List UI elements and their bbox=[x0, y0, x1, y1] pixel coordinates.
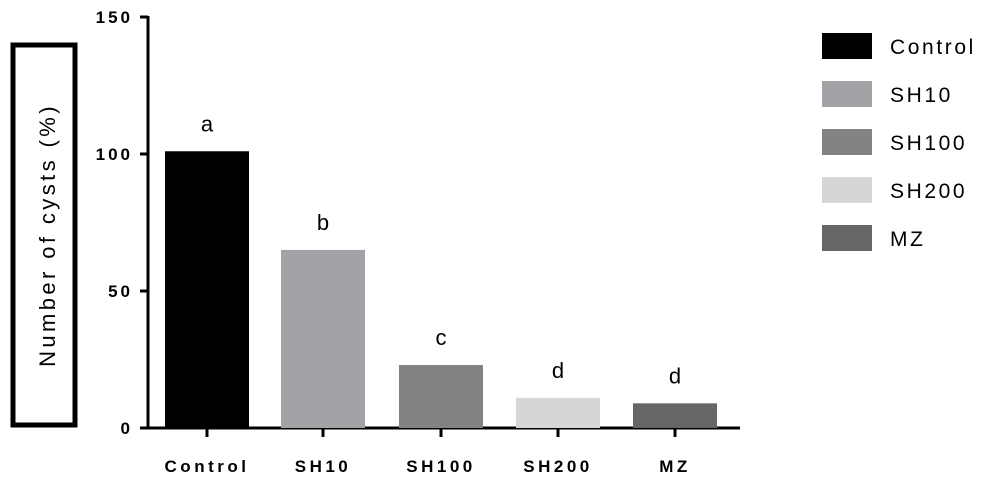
x-tick-label: MZ bbox=[659, 457, 691, 476]
y-tick-label: 100 bbox=[96, 145, 133, 164]
legend-swatch bbox=[822, 81, 872, 107]
significance-labels-group: a b c d d bbox=[201, 111, 681, 388]
significance-letter: c bbox=[436, 325, 447, 350]
y-tick-label: 0 bbox=[121, 419, 133, 438]
y-tick-label: 150 bbox=[96, 8, 133, 27]
legend-label: SH200 bbox=[890, 180, 967, 203]
y-ticks: 0 50 100 150 bbox=[96, 8, 148, 438]
x-ticks-group bbox=[205, 428, 677, 437]
bar-sh100 bbox=[399, 364, 483, 428]
significance-letter: d bbox=[669, 363, 681, 388]
legend-swatch bbox=[822, 177, 872, 203]
bar-sh200 bbox=[516, 397, 600, 428]
bars-group bbox=[165, 151, 717, 428]
legend-swatch bbox=[822, 129, 872, 155]
ylabel-frame bbox=[10, 42, 78, 428]
legend: Control SH10 SH100 SH200 MZ bbox=[822, 33, 976, 251]
significance-letter: a bbox=[201, 111, 214, 136]
x-tick-label: SH200 bbox=[523, 457, 592, 476]
y-tick-label: 50 bbox=[108, 282, 133, 301]
legend-swatch bbox=[822, 33, 872, 59]
bar-mz bbox=[633, 403, 717, 428]
legend-label: SH10 bbox=[890, 84, 953, 107]
legend-label: MZ bbox=[890, 228, 926, 251]
x-tick-label: Control bbox=[165, 457, 250, 476]
significance-letter: b bbox=[317, 210, 329, 235]
legend-label: Control bbox=[890, 36, 976, 59]
x-tick-label: SH100 bbox=[406, 457, 475, 476]
y-axis-label: Number of cysts (%) bbox=[35, 103, 60, 367]
category-labels-group: Control SH10 SH100 SH200 MZ bbox=[165, 457, 691, 476]
x-tick-label: SH10 bbox=[295, 457, 352, 476]
legend-label: SH100 bbox=[890, 132, 967, 155]
bar-sh10 bbox=[281, 249, 365, 428]
legend-swatch bbox=[822, 225, 872, 251]
significance-letter: d bbox=[552, 358, 564, 383]
bar-control bbox=[165, 151, 249, 428]
